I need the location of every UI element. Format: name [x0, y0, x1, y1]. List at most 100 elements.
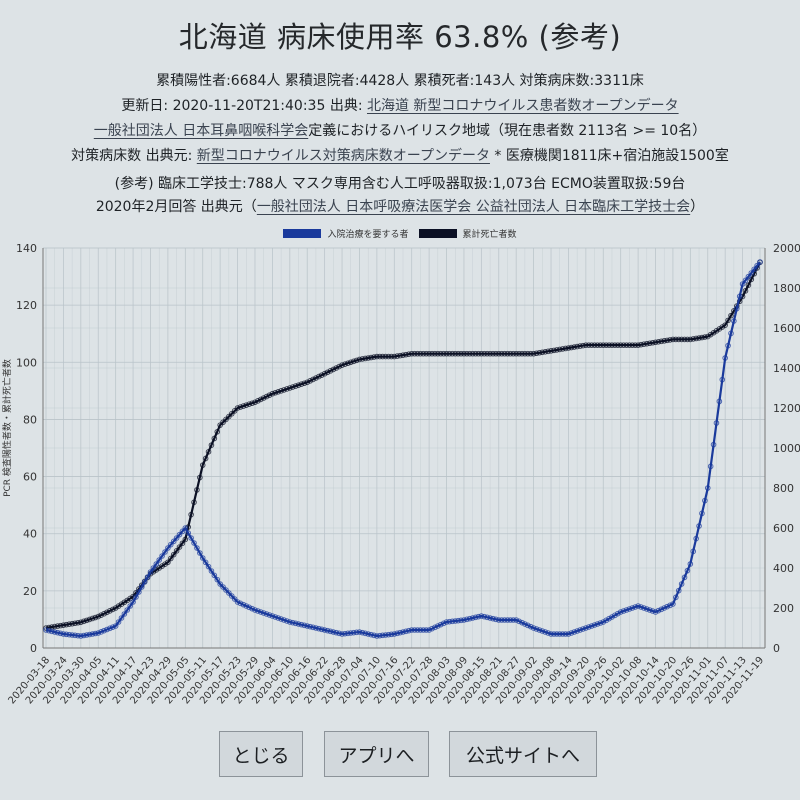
data-point — [571, 629, 578, 635]
data-point — [702, 334, 708, 340]
data-point — [632, 342, 638, 348]
data-point — [191, 499, 197, 506]
y-tick-left: 0 — [30, 642, 37, 655]
data-point — [458, 617, 464, 624]
data-point — [388, 353, 395, 360]
data-point — [495, 350, 502, 357]
data-point — [644, 340, 650, 347]
data-point — [487, 350, 493, 357]
data-point — [234, 599, 241, 605]
data-point — [284, 618, 290, 624]
data-point — [487, 615, 493, 621]
data-point — [725, 342, 731, 349]
data-point — [168, 555, 174, 562]
legend-item-deaths[interactable]: 累計死亡者数 — [418, 227, 517, 240]
data-point — [429, 625, 435, 632]
data-point — [170, 538, 177, 545]
data-point — [307, 378, 313, 384]
y-tick-left: 100 — [16, 356, 37, 369]
data-point — [655, 607, 662, 614]
data-point — [379, 632, 386, 639]
data-point — [493, 616, 499, 623]
data-point — [661, 605, 668, 611]
data-point — [197, 474, 203, 481]
data-point — [704, 485, 711, 491]
legend-item-hospitalized[interactable]: 入院治療を要する者 — [283, 227, 409, 240]
data-point — [594, 342, 601, 348]
data-point — [359, 356, 366, 362]
y-tick-left: 140 — [16, 242, 37, 255]
data-point — [542, 629, 549, 635]
data-point — [83, 617, 90, 624]
data-point — [287, 385, 293, 391]
data-point — [664, 603, 670, 610]
data-point — [443, 619, 450, 625]
data-point — [391, 353, 398, 360]
data-point — [614, 342, 621, 348]
official-site-button[interactable]: 公式サイトへ — [449, 731, 597, 777]
data-point — [591, 342, 598, 348]
data-point — [603, 342, 609, 348]
beds-suffix: * 医療機関1811床+宿泊施設1500室 — [489, 148, 729, 164]
data-point — [255, 608, 261, 614]
data-point — [675, 336, 682, 343]
data-point — [217, 581, 223, 587]
data-point — [379, 353, 386, 360]
data-point — [670, 336, 676, 343]
data-point — [95, 630, 102, 636]
data-point — [588, 623, 595, 629]
data-point — [51, 629, 58, 635]
data-point — [597, 342, 604, 348]
data-point — [522, 621, 528, 627]
data-point — [594, 621, 601, 627]
data-point — [231, 596, 238, 602]
jibika-gakkai-link[interactable]: 一般社団法人 日本耳鼻咽喉科学会 — [93, 123, 309, 139]
app-button[interactable]: アプリへ — [324, 731, 429, 777]
data-point — [289, 384, 296, 390]
data-point — [527, 350, 534, 357]
data-point — [57, 622, 64, 629]
data-point — [699, 510, 705, 517]
risk-line: 一般社団法人 日本耳鼻咽喉科学会定義におけるハイリスク地域（現在患者数 2113… — [0, 120, 800, 140]
close-button[interactable]: とじる — [219, 731, 303, 777]
data-point — [728, 312, 734, 319]
summary-stats: 累積陽性者:6684人 累積退院者:4428人 累積死者:143人 対策病床数:… — [156, 73, 644, 89]
data-point — [406, 627, 412, 634]
data-point — [420, 350, 427, 357]
data-point — [606, 615, 612, 622]
data-point — [362, 630, 369, 637]
data-point — [144, 574, 151, 580]
data-point — [455, 617, 461, 624]
data-point — [124, 607, 131, 613]
data-point — [336, 630, 342, 637]
data-point — [420, 627, 427, 633]
data-point — [121, 611, 128, 617]
data-point — [324, 627, 331, 634]
data-point — [461, 350, 467, 357]
data-point — [371, 632, 377, 639]
data-point — [214, 576, 221, 583]
data-point — [101, 627, 107, 634]
data-point — [612, 612, 618, 619]
data-point — [475, 350, 482, 357]
data-point — [304, 623, 311, 629]
data-point — [51, 623, 58, 630]
data-point — [548, 348, 554, 354]
data-point — [202, 455, 209, 462]
data-point — [606, 342, 612, 348]
data-point — [736, 293, 743, 300]
data-point — [127, 603, 133, 609]
data-point — [240, 403, 247, 409]
data-point — [318, 372, 325, 378]
beds-opendata-link[interactable]: 新型コロナウイルス対策病床数オープンデータ — [196, 148, 490, 164]
data-point — [533, 350, 540, 357]
data-point — [287, 619, 293, 625]
data-point — [324, 369, 331, 376]
data-point — [551, 347, 557, 354]
data-point — [109, 624, 116, 630]
ref-source-link[interactable]: 一般社団法人 日本呼吸療法医学会 公益社団法人 日本臨床工学技士会 — [256, 199, 691, 215]
data-point — [339, 631, 345, 637]
data-point — [649, 608, 656, 614]
hokkaido-opendata-link[interactable]: 北海道 新型コロナウイルス患者数オープンデータ — [366, 98, 679, 114]
data-point — [92, 614, 99, 621]
